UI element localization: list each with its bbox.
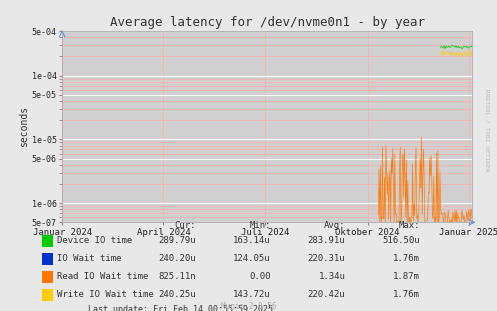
Text: Read IO Wait time: Read IO Wait time [57,272,149,281]
Text: Write IO Wait time: Write IO Wait time [57,290,154,299]
Text: 220.31u: 220.31u [308,253,345,262]
Text: 163.14u: 163.14u [233,235,271,244]
Text: 0.00: 0.00 [249,272,271,281]
Text: 220.42u: 220.42u [308,290,345,299]
Text: Min:: Min: [249,220,271,230]
Text: Avg:: Avg: [324,220,345,230]
Text: RRDTOOL / TOBI OETIKER: RRDTOOL / TOBI OETIKER [485,89,490,172]
Text: Max:: Max: [399,220,420,230]
Text: Munin 2.0.56: Munin 2.0.56 [221,302,276,311]
Text: Device IO time: Device IO time [57,235,132,244]
Text: 1.34u: 1.34u [319,272,345,281]
Text: 1.76m: 1.76m [393,253,420,262]
Text: 124.05u: 124.05u [233,253,271,262]
Text: 240.25u: 240.25u [159,290,196,299]
Text: Last update: Fri Feb 14 00:55:59 2025: Last update: Fri Feb 14 00:55:59 2025 [88,305,273,311]
Text: 240.20u: 240.20u [159,253,196,262]
Text: 143.72u: 143.72u [233,290,271,299]
Text: 1.76m: 1.76m [393,290,420,299]
Text: IO Wait time: IO Wait time [57,253,122,262]
Title: Average latency for /dev/nvme0n1 - by year: Average latency for /dev/nvme0n1 - by ye… [110,16,424,29]
Y-axis label: seconds: seconds [19,106,29,147]
Text: 283.91u: 283.91u [308,235,345,244]
Text: 1.87m: 1.87m [393,272,420,281]
Text: 825.11n: 825.11n [159,272,196,281]
Text: 516.50u: 516.50u [382,235,420,244]
Text: 289.79u: 289.79u [159,235,196,244]
Text: Cur:: Cur: [175,220,196,230]
